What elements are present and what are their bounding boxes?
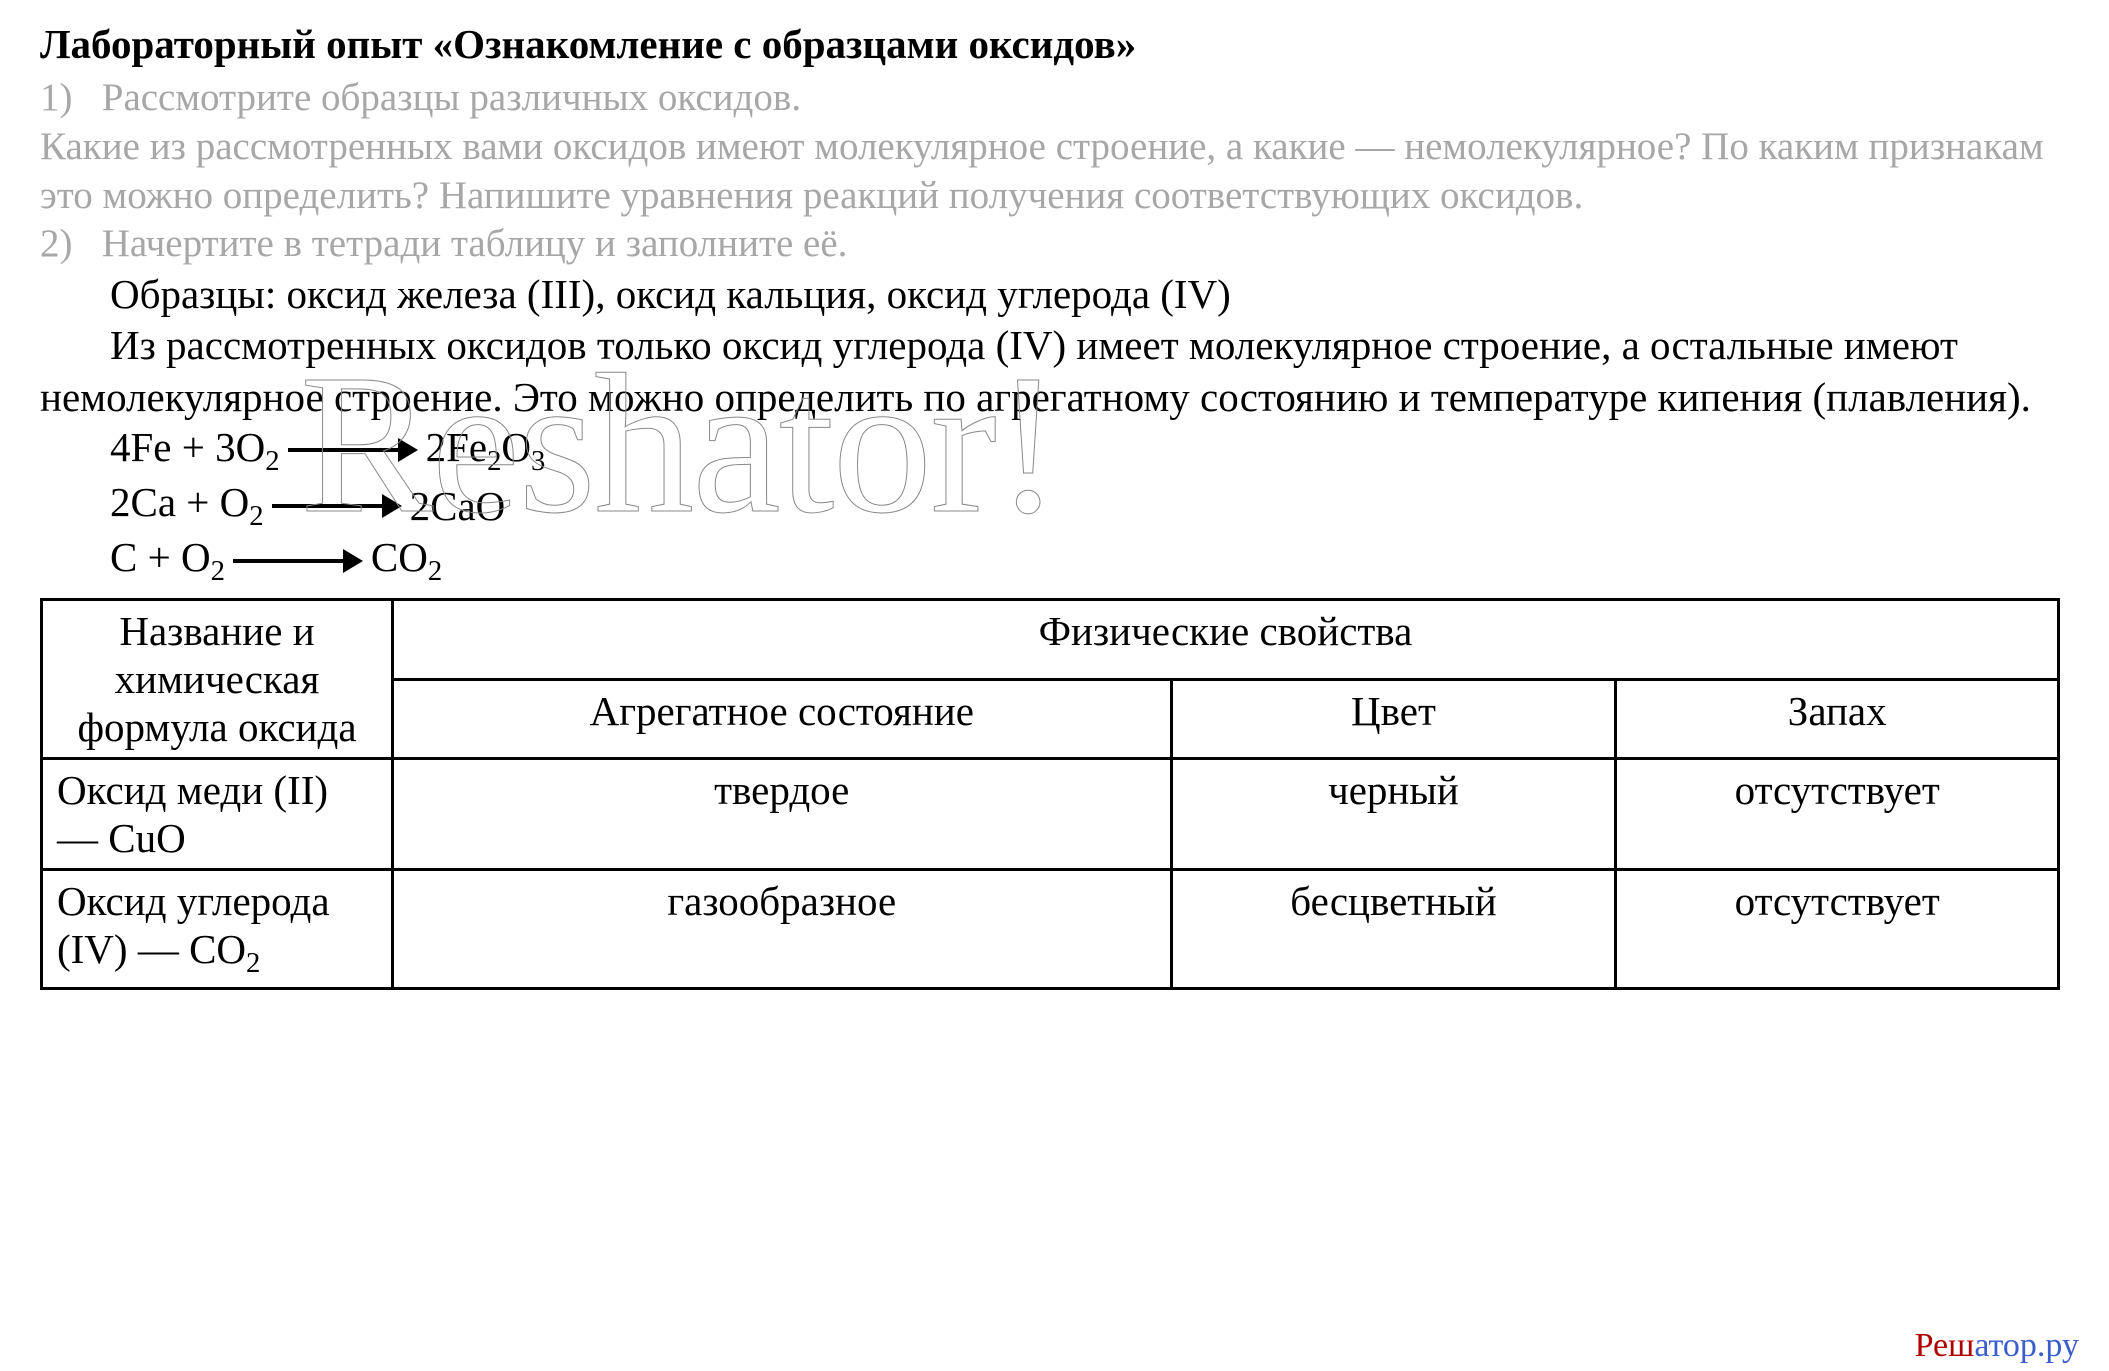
col-state-header: Агрегатное состояние	[393, 679, 1172, 759]
eq2-left: 2Ca + O2	[110, 478, 264, 533]
cell-color: черный	[1171, 759, 1616, 870]
cell-smell: отсутствует	[1616, 870, 2059, 988]
cell-smell: отсутствует	[1616, 759, 2059, 870]
table-row: Оксид углерода (IV) — CO2 газообразное б…	[42, 870, 2059, 988]
eq1-left: 4Fe + 3O2	[110, 423, 280, 478]
equation-1: 4Fe + 3O2 2Fe2O3	[110, 423, 2069, 478]
footer-part-a: Реш	[1915, 1327, 1975, 1364]
eq3-right: CO2	[371, 533, 442, 588]
lab-title: Лабораторный опыт «Ознакомление с образц…	[40, 20, 2069, 68]
q1-label: 1)	[40, 76, 73, 119]
cell-name: Оксид углерода (IV) — CO2	[42, 870, 393, 988]
table-header-row-1: Название и химическая формула оксида Физ…	[42, 600, 2059, 680]
page: Лабораторный опыт «Ознакомление с образц…	[0, 0, 2109, 1371]
oxides-table: Название и химическая формула оксида Физ…	[40, 598, 2060, 989]
question-1: 1) Рассмотрите образцы различных оксидов…	[40, 74, 2069, 123]
col-name-header: Название и химическая формула оксида	[42, 600, 393, 759]
q1-text: Рассмотрите образцы различных оксидов.	[102, 76, 801, 119]
equation-3: C + O2 CO2	[110, 533, 2069, 588]
table-row: Оксид меди (II) — CuO твердое черный отс…	[42, 759, 2059, 870]
answer-samples: Образцы: оксид железа (III), оксид кальц…	[40, 269, 2069, 320]
question-2: 2) Начертите в тетради таблицу и заполни…	[40, 220, 2069, 269]
arrow-icon	[233, 546, 363, 576]
cell-name: Оксид меди (II) — CuO	[42, 759, 393, 870]
eq3-left: C + O2	[110, 533, 225, 588]
footer-part-b: атор.ру	[1974, 1327, 2079, 1364]
q2-text: Начертите в тетради таблицу и заполните …	[102, 222, 848, 265]
eq1-right: 2Fe2O3	[426, 423, 546, 478]
footer-logo: Решатор.ру	[1915, 1327, 2079, 1365]
arrow-icon	[288, 435, 418, 465]
question-1-paragraph: Какие из рассмотренных вами оксидов имею…	[40, 123, 2069, 221]
answer-paragraph: Из рассмотренных оксидов только оксид уг…	[40, 320, 2069, 423]
col-smell-header: Запах	[1616, 679, 2059, 759]
cell-color: бесцветный	[1171, 870, 1616, 988]
cell-state: твердое	[393, 759, 1172, 870]
arrow-icon	[272, 491, 402, 521]
col-props-header: Физические свойства	[393, 600, 2059, 680]
q2-label: 2)	[40, 222, 73, 265]
cell-state: газообразное	[393, 870, 1172, 988]
col-color-header: Цвет	[1171, 679, 1616, 759]
equation-2: 2Ca + O2 2CaO	[110, 478, 2069, 533]
eq2-right: 2CaO	[410, 482, 506, 530]
